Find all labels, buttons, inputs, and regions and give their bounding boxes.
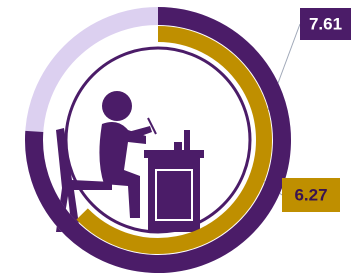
value-label: 6.27 bbox=[294, 185, 327, 204]
page: 7.616.27 (() => { const data = JSON.pars… bbox=[0, 0, 351, 278]
chart: 7.61 6.27 bbox=[0, 0, 351, 278]
value-label: 7.61 bbox=[309, 14, 342, 33]
icon bbox=[56, 48, 250, 232]
